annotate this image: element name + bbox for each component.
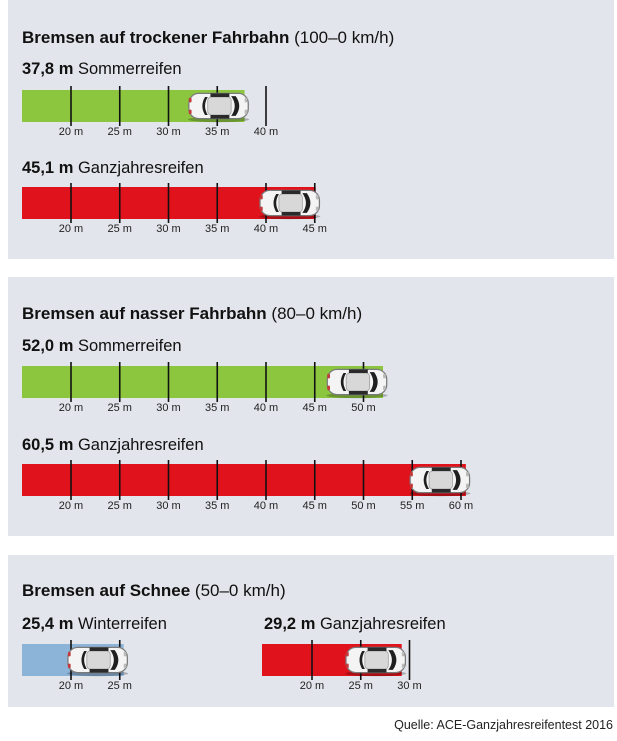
- tick-label: 20 m: [300, 680, 324, 692]
- bar-value-label: 29,2 m: [264, 615, 316, 633]
- section-title: Bremsen auf nasser Fahrbahn (80–0 km/h): [22, 304, 362, 324]
- source-note: Quelle: ACE-Ganzjahresreifentest 2016: [394, 718, 613, 732]
- tick-label: 30 m: [156, 223, 180, 235]
- tick-label: 35 m: [205, 500, 229, 512]
- bar-series-name: Sommerreifen: [77, 337, 182, 355]
- bar-label-snow-winter: 25,4 m Winterreifen: [22, 615, 167, 634]
- tick-label: 20 m: [59, 126, 83, 138]
- car-icon: [345, 646, 407, 677]
- bar-series-name: Winterreifen: [77, 615, 167, 633]
- tick-label: 50 m: [351, 500, 375, 512]
- bar-label-dry-sommer: 37,8 m Sommerreifen: [22, 60, 182, 79]
- tick-label: 35 m: [205, 402, 229, 414]
- tick-label: 20 m: [59, 680, 83, 692]
- tick-label: 40 m: [254, 500, 278, 512]
- bar-label-dry-ganzjahres: 45,1 m Ganzjahresreifen: [22, 159, 204, 178]
- bar-series-name: Sommerreifen: [77, 60, 182, 78]
- tick-label: 30 m: [156, 500, 180, 512]
- car-icon: [326, 368, 388, 399]
- bar-value-label: 60,5 m: [22, 436, 74, 454]
- tick-label: 25 m: [108, 223, 132, 235]
- tick-label: 45 m: [303, 402, 327, 414]
- bar-label-wet-sommer: 52,0 m Sommerreifen: [22, 337, 182, 356]
- bar: [22, 366, 383, 398]
- tick-label: 25 m: [108, 126, 132, 138]
- bar-value-label: 25,4 m: [22, 615, 74, 633]
- bar-value-label: 52,0 m: [22, 337, 74, 355]
- car-icon: [187, 92, 250, 123]
- tick-label: 20 m: [59, 223, 83, 235]
- tick-label: 45 m: [303, 500, 327, 512]
- bar-value-label: 45,1 m: [22, 159, 74, 177]
- section-title-bold: Bremsen auf trockener Fahrbahn: [22, 28, 290, 47]
- section-title-rest: (80–0 km/h): [266, 304, 363, 323]
- tick-label: 30 m: [156, 126, 180, 138]
- section-snow-panel: Bremsen auf Schnee (50–0 km/h): [8, 555, 614, 707]
- tick-label: 30 m: [156, 402, 180, 414]
- section-title-bold: Bremsen auf Schnee: [22, 581, 191, 600]
- car-icon: [409, 466, 471, 497]
- tick-label: 30 m: [397, 680, 421, 692]
- bar-label-snow-ganzjahres: 29,2 m Ganzjahresreifen: [264, 615, 446, 634]
- bar-label-wet-ganzjahres: 60,5 m Ganzjahresreifen: [22, 436, 204, 455]
- tick-label: 50 m: [351, 402, 375, 414]
- tick-label: 35 m: [205, 126, 229, 138]
- tick-label: 25 m: [349, 680, 373, 692]
- section-title: Bremsen auf Schnee (50–0 km/h): [22, 581, 286, 601]
- section-wet-panel: Bremsen auf nasser Fahrbahn (80–0 km/h): [8, 277, 614, 536]
- tick-label: 40 m: [254, 126, 278, 138]
- tick-label: 40 m: [254, 402, 278, 414]
- tick-label: 25 m: [108, 500, 132, 512]
- tick-label: 25 m: [108, 680, 132, 692]
- tick-label: 25 m: [108, 402, 132, 414]
- bar-series-name: Ganzjahresreifen: [77, 159, 204, 177]
- section-title: Bremsen auf trockener Fahrbahn (100–0 km…: [22, 28, 394, 48]
- bar-series-name: Ganzjahresreifen: [319, 615, 446, 633]
- bar: [22, 464, 466, 496]
- tick-label: 45 m: [303, 223, 327, 235]
- section-title-rest: (100–0 km/h): [289, 28, 395, 47]
- tick-label: 20 m: [59, 500, 83, 512]
- section-title-rest: (50–0 km/h): [190, 581, 286, 600]
- tick-label: 20 m: [59, 402, 83, 414]
- bar-value-label: 37,8 m: [22, 60, 74, 78]
- tick-label: 35 m: [205, 223, 229, 235]
- tick-label: 40 m: [254, 223, 278, 235]
- car-icon: [259, 189, 321, 220]
- tick-label: 55 m: [400, 500, 424, 512]
- bar-series-name: Ganzjahresreifen: [77, 436, 204, 454]
- tick-label: 60 m: [449, 500, 473, 512]
- car-icon: [67, 646, 129, 677]
- section-title-bold: Bremsen auf nasser Fahrbahn: [22, 304, 267, 323]
